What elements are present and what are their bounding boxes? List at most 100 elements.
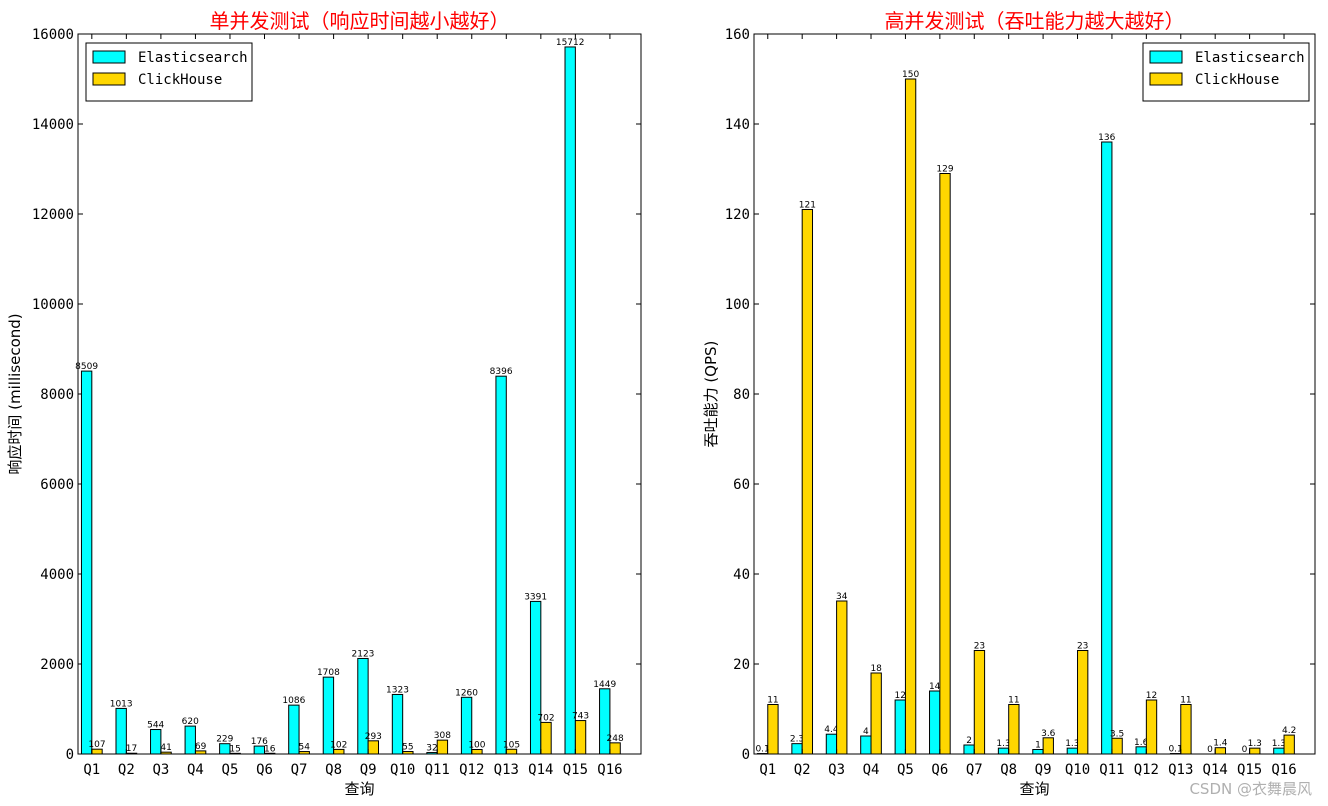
bar-clickhouse [1042,737,1054,755]
data-label: 1.4 [1213,739,1228,749]
x-tick-label: Q11 [1099,762,1124,778]
x-tick-label: Q10 [1065,762,1090,778]
x-tick-label: Q6 [931,762,948,778]
x-tick-label: Q7 [966,762,983,778]
x-tick-label: Q14 [1203,762,1228,778]
data-label: 1708 [317,668,340,678]
data-label: 702 [537,713,554,723]
data-label: 100 [468,741,485,751]
x-tick-label: Q1 [759,762,776,778]
data-label: 1260 [455,688,478,698]
bar-elasticsearch [219,743,231,755]
data-label: 3.6 [1041,729,1056,739]
data-label: 1086 [282,696,305,706]
data-label: 4.2 [1282,726,1296,736]
x-tick-label: Q2 [794,762,811,778]
x-tick-label: Q14 [528,762,553,778]
bar-clickhouse [973,650,986,755]
data-label: 54 [299,743,311,753]
bar-elasticsearch [963,744,975,755]
x-tick-label: Q9 [360,762,377,778]
data-label: 23 [974,642,985,652]
bar-clickhouse [1283,734,1295,755]
bar-clickhouse [1008,704,1020,755]
y-tick-label: 14000 [32,117,74,133]
data-label: 1.6 [1134,738,1149,748]
data-label: 248 [607,734,624,744]
x-axis-label: 查询 [1019,780,1049,798]
data-label: 544 [147,721,164,731]
data-label: 16 [264,744,276,754]
y-tick-label: 16000 [32,27,74,43]
watermark: CSDN @衣舞晨风 [1189,780,1312,798]
x-tick-label: Q12 [1134,762,1159,778]
x-tick-label: Q8 [1000,762,1017,778]
data-label: 293 [365,732,382,742]
bar-clickhouse [767,704,779,755]
data-label: 69 [195,742,207,752]
y-tick-label: 12000 [32,207,74,223]
bar-clickhouse [1077,650,1089,755]
bar-elasticsearch [791,743,803,755]
data-label: 176 [251,737,268,747]
legend-swatch-elasticsearch [1149,50,1183,64]
data-label: 0.1 [1168,745,1182,755]
data-label: 105 [503,740,520,750]
bar-elasticsearch [564,46,576,755]
y-tick-label: 8000 [40,387,74,403]
data-label: 121 [799,201,816,211]
bar-elasticsearch [322,676,335,755]
x-tick-label: Q3 [828,762,845,778]
data-label: 4 [863,727,869,737]
y-tick-label: 0 [742,747,750,763]
data-label: 11 [1180,696,1191,706]
data-label: 17 [126,744,137,754]
x-tick-label: Q7 [291,762,308,778]
bar-elasticsearch [357,657,369,755]
bar-elasticsearch [115,707,127,755]
data-label: 229 [216,735,233,745]
x-tick-label: Q16 [597,762,622,778]
bar-elasticsearch [253,745,266,755]
bar-clickhouse [1145,699,1158,755]
x-tick-label: Q13 [494,762,519,778]
plot-frame [77,33,642,755]
chart-title: 高并发测试（吞吐能力越大越好） [885,9,1185,33]
bar-elasticsearch [1135,746,1147,755]
data-label: 15 [229,744,240,754]
x-tick-label: Q6 [256,762,273,778]
x-tick-label: Q15 [1237,762,1262,778]
bar-elasticsearch [150,729,162,755]
y-tick-label: 160 [725,27,750,43]
bar-elasticsearch [460,696,473,755]
legend-swatch-clickhouse [1149,72,1183,86]
legend-swatch-clickhouse [92,72,126,86]
x-tick-label: Q9 [1035,762,1052,778]
data-label: 14 [929,682,941,692]
data-label: 8396 [490,367,513,377]
y-tick-label: 140 [725,117,750,133]
data-label: 3.5 [1110,729,1124,739]
data-label: 34 [836,592,848,602]
legend-label-clickhouse: ClickHouse [1195,72,1279,88]
x-tick-label: Q4 [187,762,204,778]
data-label: 102 [330,740,347,750]
bar-clickhouse [609,742,621,755]
bar-elasticsearch [391,693,404,755]
data-label: 18 [870,664,882,674]
data-label: 23 [1077,642,1088,652]
y-tick-label: 0 [66,747,74,763]
data-label: 8509 [75,362,98,372]
data-label: 107 [88,740,105,750]
legend-label-elasticsearch: Elasticsearch [138,50,248,66]
bar-clickhouse [801,209,814,755]
bar-elasticsearch [599,688,611,755]
data-label: 1449 [593,680,616,690]
data-label: 1323 [386,685,409,695]
data-label: 0.1 [755,745,769,755]
bar-elasticsearch [929,690,941,755]
data-label: 1.3 [1272,739,1286,749]
bar-clickhouse [870,672,882,755]
